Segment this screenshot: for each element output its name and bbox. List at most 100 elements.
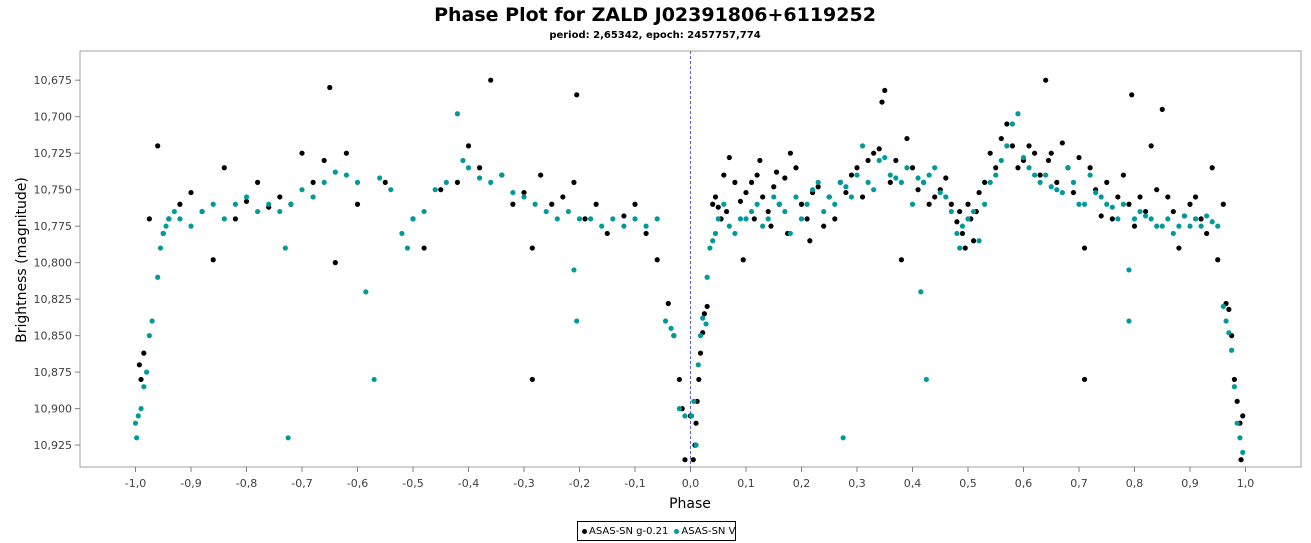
point-v — [610, 216, 616, 222]
point-v — [149, 318, 155, 324]
point-v — [571, 267, 577, 273]
point-v — [668, 325, 674, 331]
point-g — [751, 216, 757, 222]
point-v — [135, 413, 141, 419]
point-v — [1143, 213, 1149, 219]
x-tick-label: -0,4 — [458, 477, 479, 490]
point-g — [621, 213, 627, 219]
point-v — [210, 201, 216, 207]
point-v — [421, 208, 427, 215]
point-v — [859, 143, 866, 149]
point-v — [343, 172, 349, 178]
point-g — [510, 201, 516, 207]
point-g — [1215, 257, 1221, 263]
point-v — [815, 179, 821, 185]
point-v — [332, 169, 338, 175]
point-g — [1165, 194, 1171, 200]
point-g — [1059, 140, 1065, 146]
point-v — [499, 172, 505, 178]
point-v — [282, 245, 288, 251]
point-g — [701, 311, 707, 317]
point-g — [1143, 208, 1149, 215]
point-v — [776, 201, 782, 207]
point-g — [793, 165, 799, 171]
y-tick-label: 10,675 — [34, 74, 73, 87]
point-g — [141, 350, 147, 356]
point-v — [782, 208, 788, 215]
point-g — [959, 230, 966, 237]
point-v — [1181, 213, 1188, 219]
x-tick-label: 0,0 — [682, 477, 700, 490]
point-g — [1032, 150, 1038, 156]
point-v — [1229, 347, 1235, 353]
point-g — [771, 184, 777, 190]
y-tick-label: 10,875 — [34, 366, 73, 379]
x-tick-label: 1,0 — [1237, 477, 1255, 490]
point-g — [773, 169, 780, 175]
point-v — [432, 187, 438, 193]
point-v — [443, 179, 449, 185]
point-v — [697, 333, 704, 339]
point-g — [754, 172, 760, 178]
point-v — [703, 321, 709, 327]
point-v — [743, 216, 749, 222]
data-points — [132, 77, 1246, 463]
x-tick-label: 0,6 — [1015, 477, 1033, 490]
point-g — [676, 376, 683, 383]
point-v — [221, 216, 227, 222]
chart-title: Phase Plot for ZALD J02391806+6119252 — [434, 4, 876, 26]
point-g — [815, 184, 821, 190]
point-v — [1065, 165, 1071, 171]
point-v — [1087, 172, 1093, 178]
point-v — [266, 201, 272, 207]
point-v — [982, 201, 988, 207]
point-g — [277, 194, 283, 200]
x-tick-label: 0,2 — [793, 477, 811, 490]
point-g — [943, 175, 949, 181]
point-v — [748, 208, 755, 215]
legend-label-v: ASAS-SN V — [681, 525, 736, 537]
point-v — [732, 230, 738, 237]
point-v — [1226, 330, 1232, 336]
point-g — [723, 208, 730, 215]
point-g — [1081, 245, 1088, 251]
point-g — [221, 165, 227, 171]
point-v — [460, 157, 466, 164]
point-v — [132, 420, 139, 426]
point-v — [695, 362, 701, 368]
point-v — [574, 318, 580, 324]
point-v — [1165, 216, 1171, 222]
point-g — [957, 208, 963, 215]
point-g — [932, 194, 938, 200]
point-g — [1015, 165, 1021, 171]
point-g — [136, 362, 142, 368]
point-g — [898, 257, 905, 263]
point-v — [532, 201, 538, 207]
point-g — [1137, 194, 1143, 200]
point-v — [1137, 208, 1143, 215]
point-v — [993, 172, 999, 178]
point-v — [510, 189, 516, 196]
point-v — [921, 179, 927, 185]
point-g — [1087, 165, 1093, 171]
y-tick-label: 10,700 — [34, 111, 73, 124]
point-v — [1234, 420, 1240, 426]
point-g — [871, 150, 877, 156]
point-g — [465, 143, 472, 149]
point-g — [1026, 143, 1032, 149]
point-v — [676, 406, 683, 412]
point-g — [1234, 398, 1240, 404]
point-g — [582, 216, 588, 222]
point-g — [210, 257, 216, 263]
point-v — [277, 208, 283, 215]
point-g — [1220, 201, 1226, 207]
point-g — [529, 376, 535, 383]
y-tick-label: 10,825 — [34, 293, 73, 306]
point-v — [588, 216, 594, 222]
point-v — [599, 223, 605, 229]
point-g — [332, 260, 338, 266]
point-v — [876, 157, 882, 164]
point-v — [915, 175, 921, 181]
point-v — [399, 230, 405, 237]
point-g — [521, 189, 527, 196]
